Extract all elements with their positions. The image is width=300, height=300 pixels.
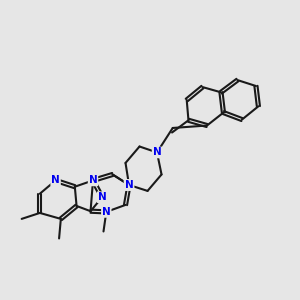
Text: N: N bbox=[88, 176, 98, 185]
Text: N: N bbox=[51, 176, 60, 185]
Text: N: N bbox=[124, 180, 134, 190]
Text: N: N bbox=[98, 192, 106, 202]
Text: N: N bbox=[124, 180, 134, 190]
Text: N: N bbox=[102, 207, 111, 217]
Text: N: N bbox=[153, 147, 161, 158]
